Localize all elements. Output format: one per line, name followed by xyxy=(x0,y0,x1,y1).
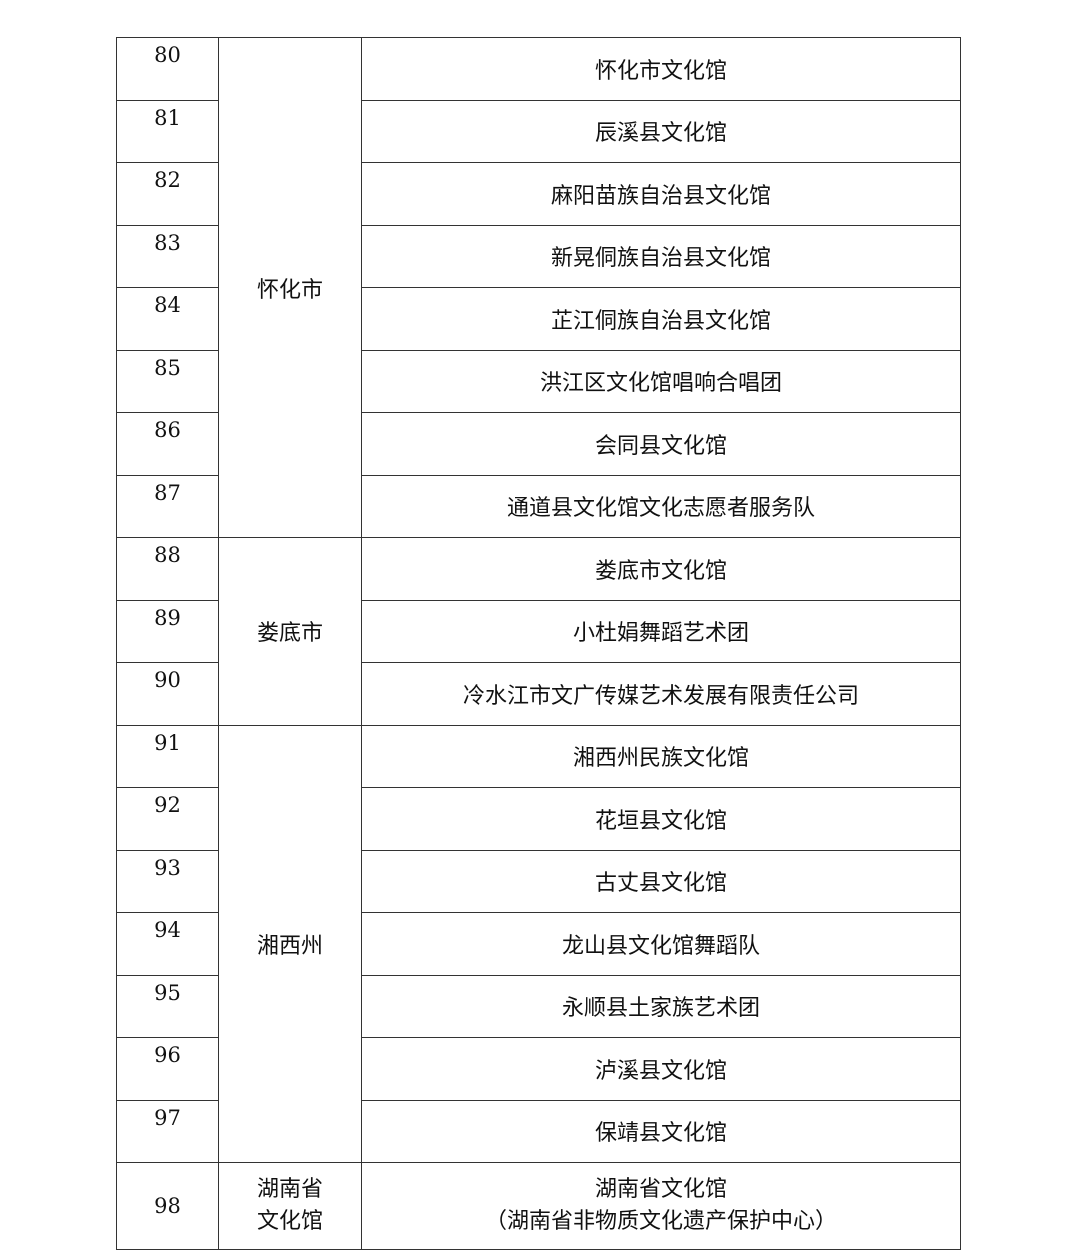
table-row: 91 湘西州 湘西州民族文化馆 xyxy=(116,724,961,1163)
row-number: 81 xyxy=(116,99,219,163)
table-row: 83 新晃侗族自治县文化馆 xyxy=(116,224,961,288)
unit-name-cell: 保靖县文化馆 xyxy=(361,1099,961,1163)
table-row: 86 会同县文化馆 xyxy=(116,412,961,476)
row-number: 85 xyxy=(116,349,219,413)
unit-name-line: 湖南省文化馆 xyxy=(594,1177,727,1202)
row-number: 90 xyxy=(116,662,219,726)
table-row: 89 小杜娟舞蹈艺术团 xyxy=(116,599,961,663)
unit-name-cell: 龙山县文化馆舞蹈队 xyxy=(361,912,961,976)
unit-name-cell: 湘西州民族文化馆 xyxy=(361,724,961,788)
unit-name-cell: 芷江侗族自治县文化馆 xyxy=(361,287,961,351)
row-number: 97 xyxy=(116,1099,219,1163)
row-number: 96 xyxy=(116,1037,219,1101)
row-number: 95 xyxy=(116,974,219,1038)
unit-name-cell: 泸溪县文化馆 xyxy=(361,1037,961,1101)
row-number: 86 xyxy=(116,412,219,476)
table-row: 96 泸溪县文化馆 xyxy=(116,1037,961,1101)
unit-name-cell: 新晃侗族自治县文化馆 xyxy=(361,224,961,288)
unit-name-cell: 湖南省文化馆 （湖南省非物质文化遗产保护中心） xyxy=(361,1162,961,1250)
row-number: 94 xyxy=(116,912,219,976)
table-row: 92 花垣县文化馆 xyxy=(116,787,961,851)
unit-name-cell: 永顺县土家族艺术团 xyxy=(361,974,961,1038)
region-line: 湖南省 xyxy=(256,1177,323,1202)
table-row: 88 娄底市 娄底市文化馆 xyxy=(116,537,961,726)
unit-name-cell: 冷水江市文广传媒艺术发展有限责任公司 xyxy=(361,662,961,726)
table-row: 94 龙山县文化馆舞蹈队 xyxy=(116,912,961,976)
region-cell: 娄底市 xyxy=(218,537,362,726)
row-number: 83 xyxy=(116,224,219,288)
unit-name-cell: 古丈县文化馆 xyxy=(361,849,961,913)
table-row: 80 怀化市 怀化市文化馆 xyxy=(116,37,961,538)
unit-name-cell: 辰溪县文化馆 xyxy=(361,99,961,163)
unit-name-cell: 小杜娟舞蹈艺术团 xyxy=(361,599,961,663)
region-line: 文化馆 xyxy=(256,1209,323,1234)
region-cell: 湖南省 文化馆 xyxy=(218,1162,362,1250)
table-row: 93 古丈县文化馆 xyxy=(116,849,961,913)
row-number: 80 xyxy=(116,37,219,101)
table-row: 87 通道县文化馆文化志愿者服务队 xyxy=(116,474,961,538)
region-cell: 怀化市 xyxy=(218,37,362,538)
units-table: 80 怀化市 怀化市文化馆 81 辰溪县文化馆 82 麻阳苗族自治县文化馆 83 新晃侗族自治县… xyxy=(116,37,961,1250)
row-number: 98 xyxy=(116,1162,219,1250)
row-number: 92 xyxy=(116,787,219,851)
table-row: 81 辰溪县文化馆 xyxy=(116,99,961,163)
unit-name-cell: 怀化市文化馆 xyxy=(361,37,961,101)
row-number: 87 xyxy=(116,474,219,538)
unit-name-cell: 洪江区文化馆唱响合唱团 xyxy=(361,349,961,413)
unit-name-cell: 会同县文化馆 xyxy=(361,412,961,476)
unit-name-line: （湖南省非物质文化遗产保护中心） xyxy=(484,1209,837,1234)
table-row: 95 永顺县土家族艺术团 xyxy=(116,974,961,1038)
row-number: 91 xyxy=(116,724,219,788)
unit-name-cell: 麻阳苗族自治县文化馆 xyxy=(361,162,961,226)
unit-name-cell: 娄底市文化馆 xyxy=(361,537,961,601)
row-number: 93 xyxy=(116,849,219,913)
row-number: 84 xyxy=(116,287,219,351)
table-row: 98 湖南省 文化馆 湖南省文化馆 （湖南省非物质文化遗产保护中心） xyxy=(116,1162,961,1250)
table-row: 90 冷水江市文广传媒艺术发展有限责任公司 xyxy=(116,662,961,726)
table-row: 85 洪江区文化馆唱响合唱团 xyxy=(116,349,961,413)
row-number: 82 xyxy=(116,162,219,226)
unit-name-cell: 通道县文化馆文化志愿者服务队 xyxy=(361,474,961,538)
row-number: 88 xyxy=(116,537,219,601)
unit-name-cell: 花垣县文化馆 xyxy=(361,787,961,851)
table-row: 84 芷江侗族自治县文化馆 xyxy=(116,287,961,351)
region-cell: 湘西州 xyxy=(218,724,362,1163)
row-number: 89 xyxy=(116,599,219,663)
